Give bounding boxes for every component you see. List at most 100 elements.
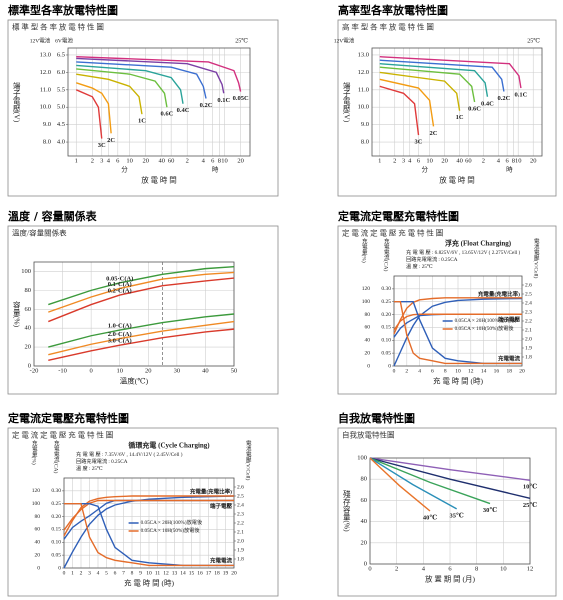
y-axis-title: 端子電壓(V) xyxy=(12,80,21,122)
data-line xyxy=(379,62,489,97)
x-tick-label: 20 xyxy=(145,367,152,374)
x-tick-label: 8 xyxy=(444,368,447,374)
condition-text: 充 電 電 壓 : 7.35V/6V , 14.4V/12V ( 2.45V/C… xyxy=(76,450,183,458)
y-tick-label: 11.0 xyxy=(358,86,369,93)
y3-tick-label: 0.05 xyxy=(51,552,61,558)
plot-frame xyxy=(371,47,543,157)
voltage-axis-title: 電池電壓(V/Cell) xyxy=(533,238,540,279)
y-tick-label: 9.0 xyxy=(43,121,51,128)
x-tick-label: 8 xyxy=(131,570,134,576)
battery-label: 12V電池 xyxy=(334,36,355,44)
data-line xyxy=(379,71,461,111)
y-axis-title: 殘存容量(%) xyxy=(342,489,351,532)
x-tick-label: 11 xyxy=(155,570,161,576)
y-axis-title: 容量(%) xyxy=(12,299,21,327)
data-line xyxy=(369,457,531,481)
y2-tick-label: 2.5 xyxy=(525,291,532,297)
plot-frame xyxy=(393,275,523,367)
data-line xyxy=(63,499,234,531)
y-tick-label: 40 xyxy=(361,518,368,525)
panel-box xyxy=(337,427,557,597)
x-tick-label: 4 xyxy=(408,157,412,164)
x-axis-title: 充 電 時 間 (時) xyxy=(124,578,174,588)
series-label: 端子電壓 xyxy=(498,316,521,324)
battery-label: 12V電池 xyxy=(30,36,51,44)
data-line xyxy=(379,85,420,136)
mode-label: 循環充電 (Cycle Charging) xyxy=(128,441,210,450)
x-tick-label: 10 xyxy=(116,367,123,374)
current-axis-title: 充電電流(CA) xyxy=(383,237,390,272)
y-tick-label: 100 xyxy=(357,454,367,461)
x-tick-label: 10 xyxy=(146,570,152,576)
series-label: 0.1C xyxy=(217,97,230,104)
y-tick-label: 12.0 xyxy=(40,69,51,76)
y2-tick-label: 2.6 xyxy=(237,484,244,490)
voltage-axis-title: 電池電壓(V/Cell) xyxy=(245,440,252,481)
y2-tick-label: 4.5 xyxy=(57,121,65,128)
plot-frame xyxy=(369,457,531,565)
legend-label: 0.05CA × 10H(50%)放電後 xyxy=(141,526,201,534)
y-tick-label: 20 xyxy=(35,552,41,558)
series-label: 充電電流 xyxy=(498,355,521,363)
x-tick-label: 10 xyxy=(500,565,507,572)
y-tick-label: 0 xyxy=(37,565,40,571)
y2-tick-label: 6.0 xyxy=(57,69,65,76)
series-label: 1C xyxy=(138,118,146,125)
x-axis-title: 放 電 時 間 xyxy=(439,175,475,185)
panel-title: 高 率 型 各 率 放 電 特 性 圖 xyxy=(342,22,434,32)
y2-tick-label: 1.8 xyxy=(525,354,532,360)
plot-frame xyxy=(63,477,235,569)
x-unit-label: 時 xyxy=(506,165,513,173)
x-tick-label: 16 xyxy=(494,368,500,374)
y3-tick-label: 0.10 xyxy=(51,540,61,546)
x-tick-label: 3 xyxy=(100,157,103,164)
y2-tick-label: 2.2 xyxy=(237,520,244,526)
data-line xyxy=(379,59,505,92)
x-tick-label: 40 xyxy=(456,157,463,164)
y-tick-label: 10.0 xyxy=(358,104,369,111)
panel-title: 定 電 流 定 電 壓 充 電 特 性 圖 xyxy=(342,228,443,238)
x-tick-label: 17 xyxy=(206,570,212,576)
y2-tick-label: 1.9 xyxy=(237,547,244,553)
x-tick-label: 6 xyxy=(116,157,120,164)
y-tick-label: 80 xyxy=(365,312,371,318)
x-tick-label: 4 xyxy=(202,157,206,164)
y2-tick-label: 2.4 xyxy=(237,502,244,508)
y-tick-label: 20 xyxy=(25,344,32,351)
x-unit-label: 時 xyxy=(212,165,219,173)
charge-axis-title: 充電量(%) xyxy=(361,237,368,263)
data-line xyxy=(64,503,234,567)
series-label: 充電量(充電比率) xyxy=(190,487,232,495)
x-axis-title: 充 電 時 間 (時) xyxy=(433,376,483,386)
chart-heading: 標準型各率放電特性圖 xyxy=(8,3,118,17)
x-tick-label: 1 xyxy=(75,157,78,164)
x-unit-label: 分 xyxy=(421,164,428,173)
data-line xyxy=(75,89,103,139)
y-tick-label: 13.0 xyxy=(358,51,369,58)
y-tick-label: 11.0 xyxy=(40,86,51,93)
series-label: 3.0·C(A) xyxy=(108,338,132,345)
chart-heading: 自我放電特性圖 xyxy=(338,411,415,425)
series-label: 0.4C xyxy=(481,100,494,107)
y-tick-label: 60 xyxy=(361,497,368,504)
series-label: 0.2C xyxy=(200,102,213,109)
data-line xyxy=(76,82,112,134)
x-tick-label: 50 xyxy=(231,367,238,374)
x-axis-title: 放 電 時 間 xyxy=(141,175,177,185)
x-tick-label: 2 xyxy=(80,570,83,576)
x-tick-label: 10 xyxy=(126,157,133,164)
x-tick-label: 5 xyxy=(105,570,108,576)
condition-text: 回路充電電流 : 0.25CA xyxy=(406,255,458,263)
x-tick-label: 0 xyxy=(63,570,66,576)
series-label: 0.2·C(A) xyxy=(108,288,132,295)
y3-tick-label: 0 xyxy=(58,565,61,571)
x-tick-label: 3 xyxy=(88,570,91,576)
x-tick-label: 4 xyxy=(422,565,426,572)
x-tick-label: 10 xyxy=(455,368,461,374)
x-tick-label: 30 xyxy=(174,367,181,374)
y2-tick-label: 2.0 xyxy=(525,336,532,342)
temperature-label: 25℃ xyxy=(235,37,248,44)
data-line xyxy=(48,271,235,313)
y3-tick-label: 0.20 xyxy=(51,514,61,520)
x-tick-label: -10 xyxy=(58,367,67,374)
